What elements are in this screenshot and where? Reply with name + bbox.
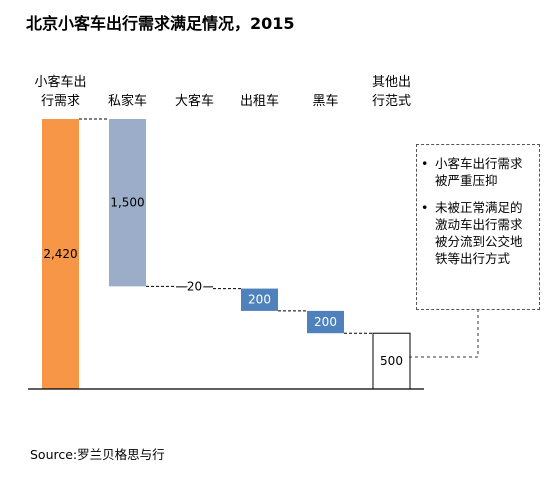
source-note: Source:罗兰贝格思与行: [30, 447, 165, 462]
category-label-2: 大客车: [155, 92, 235, 111]
bar-0: [42, 119, 79, 389]
value-label-4: 200: [314, 315, 337, 329]
bar-3: [241, 288, 278, 311]
value-labels: 2,420 1,500 20 200 200 500: [43, 196, 403, 368]
category-label-0: 小客车出 行需求: [21, 73, 101, 111]
category-label-line: 大客车: [174, 94, 214, 109]
annotation-item: 小客车出行需求被严重压抑: [421, 155, 531, 189]
category-label-line: 行范式: [371, 94, 411, 109]
category-label-line: 出租车: [239, 94, 279, 109]
annotation-box: 小客车出行需求被严重压抑 未被正常满足的激动车出行需求被分流到公交地铁等出行方式: [416, 144, 540, 310]
bar-1: [109, 119, 146, 287]
category-label-5: 其他出 行范式: [352, 73, 432, 111]
category-label-line: 黑车: [312, 94, 339, 109]
annotation-item: 未被正常满足的激动车出行需求被分流到公交地铁等出行方式: [421, 199, 531, 267]
connector-lines: [79, 118, 373, 334]
bar-4: [307, 310, 344, 334]
callout-line: [409, 310, 479, 358]
bars: [42, 119, 411, 390]
value-label-5: 500: [380, 354, 403, 368]
value-label-1: 1,500: [110, 196, 144, 210]
chart-title: 北京小客车出行需求满足情况，2015: [26, 14, 295, 33]
value-label-0: 2,420: [43, 247, 77, 261]
category-label-line: 私家车: [107, 94, 147, 109]
category-label-3: 出租车: [220, 92, 300, 111]
bar-2: [176, 286, 213, 288]
category-label-line: 小客车出: [34, 75, 87, 90]
category-label-line: 其他出: [371, 75, 411, 90]
category-label-4: 黑车: [286, 92, 366, 111]
value-label-3: 200: [248, 293, 271, 307]
category-label-1: 私家车: [88, 92, 168, 111]
value-label-2: 20: [187, 279, 202, 293]
category-label-line: 行需求: [40, 94, 80, 109]
